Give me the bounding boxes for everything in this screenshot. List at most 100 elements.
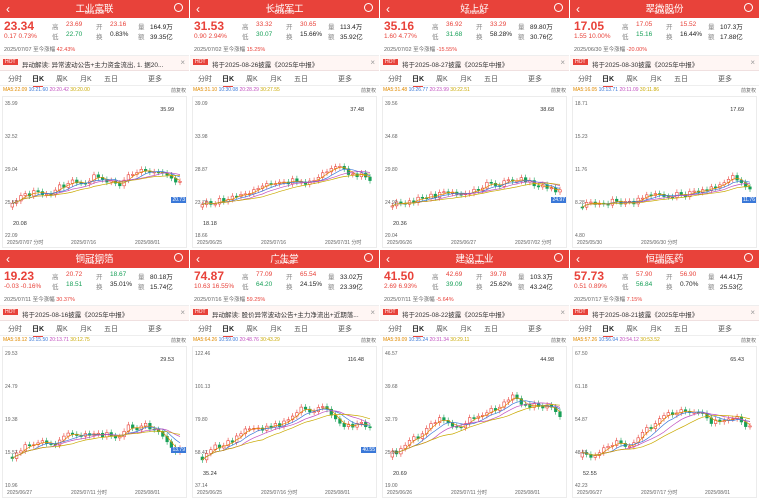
quote-area: 23.34 0.17 0.73% 高 23.69 开 23.16 量 164.9… [4, 19, 173, 41]
search-icon[interactable] [554, 3, 563, 12]
adjust-mode[interactable]: 前复权 [550, 338, 566, 344]
kline-chart[interactable]: 67.50 61.18 54.87 48.55 42.23 65.43 52.55 20… [572, 346, 757, 498]
tab-3[interactable]: 月K [460, 326, 472, 333]
adjust-mode[interactable]: 前复权 [550, 88, 566, 94]
stock-code: 603123 [654, 10, 675, 16]
close-icon[interactable]: × [750, 308, 755, 317]
tab-4[interactable]: 五日 [104, 326, 118, 333]
tab-4[interactable]: 五日 [674, 326, 688, 333]
announcement-banner[interactable]: HOT 将于2025-08-16披露《2025年中报》 × [0, 306, 189, 321]
tab-5[interactable]: 更多 [528, 76, 542, 83]
back-arrow-icon[interactable]: ‹ [576, 2, 580, 16]
tab-5[interactable]: 更多 [528, 326, 542, 333]
kline-chart[interactable]: 122.46 101.13 79.80 58.47 37.14 116.48 35.24… [192, 346, 377, 498]
adjust-mode[interactable]: 前复权 [360, 88, 376, 94]
tab-0[interactable]: 分时 [388, 326, 402, 333]
back-arrow-icon[interactable]: ‹ [386, 252, 390, 266]
tab-0[interactable]: 分时 [198, 326, 212, 333]
tab-2[interactable]: 周K [436, 326, 448, 333]
search-icon[interactable] [744, 253, 753, 262]
search-icon[interactable] [174, 3, 183, 12]
close-icon[interactable]: × [370, 58, 375, 67]
tab-2[interactable]: 周K [56, 76, 68, 83]
tab-3[interactable]: 月K [270, 76, 282, 83]
tab-1[interactable]: 日K [602, 326, 615, 337]
tab-1[interactable]: 日K [412, 326, 425, 337]
tab-4[interactable]: 五日 [104, 76, 118, 83]
tab-1[interactable]: 日K [32, 326, 45, 337]
tab-1[interactable]: 日K [222, 326, 235, 337]
tab-2[interactable]: 周K [626, 76, 638, 83]
kline-chart[interactable]: 35.99 32.52 29.04 25.57 22.09 35.99 20.08 20… [2, 96, 187, 248]
announcement-banner[interactable]: HOT 异动解读: 异常波动公告+主力资金流出, 1. 据20... × [0, 56, 189, 71]
tab-5[interactable]: 更多 [148, 76, 162, 83]
search-icon[interactable] [744, 3, 753, 12]
tab-3[interactable]: 月K [650, 326, 662, 333]
tab-1[interactable]: 日K [222, 76, 235, 87]
tab-2[interactable]: 周K [56, 326, 68, 333]
tab-2[interactable]: 周K [626, 326, 638, 333]
close-icon[interactable]: × [180, 58, 185, 67]
close-icon[interactable]: × [180, 308, 185, 317]
back-arrow-icon[interactable]: ‹ [196, 2, 200, 16]
tab-1[interactable]: 日K [32, 76, 45, 87]
search-icon[interactable] [364, 253, 373, 262]
announcement-banner[interactable]: HOT 异动解读: 股价异常波动公告+主力净流出+近期落... × [190, 306, 379, 321]
announcement-banner[interactable]: HOT 将于2025-08-30披露《2025年中报》 × [570, 56, 759, 71]
announcement-banner[interactable]: HOT 将于2025-08-21披露《2025年中报》 × [570, 306, 759, 321]
tab-5[interactable]: 更多 [338, 326, 352, 333]
announcement-banner[interactable]: HOT 将于2025-08-22披露《2025年中报》 × [380, 306, 569, 321]
kline-chart[interactable]: 29.53 24.79 19.38 15.57 10.96 29.53 13.79 20… [2, 346, 187, 498]
candle [649, 427, 653, 429]
tab-0[interactable]: 分时 [388, 76, 402, 83]
back-arrow-icon[interactable]: ‹ [6, 2, 10, 16]
tab-4[interactable]: 五日 [294, 326, 308, 333]
adjust-mode[interactable]: 前复权 [740, 338, 756, 344]
adjust-mode[interactable]: 前复权 [360, 338, 376, 344]
tab-5[interactable]: 更多 [718, 326, 732, 333]
tab-5[interactable]: 更多 [338, 76, 352, 83]
tab-5[interactable]: 更多 [718, 76, 732, 83]
tab-4[interactable]: 五日 [674, 76, 688, 83]
kline-chart[interactable]: 39.56 34.68 29.80 24.92 20.04 38.68 20.36 24… [382, 96, 567, 248]
adjust-mode[interactable]: 前复权 [740, 88, 756, 94]
tab-0[interactable]: 分时 [8, 76, 22, 83]
tab-2[interactable]: 周K [436, 76, 448, 83]
tab-1[interactable]: 日K [412, 76, 425, 87]
search-icon[interactable] [174, 253, 183, 262]
tab-3[interactable]: 月K [460, 76, 472, 83]
tab-0[interactable]: 分时 [198, 76, 212, 83]
tab-2[interactable]: 周K [246, 326, 258, 333]
tab-5[interactable]: 更多 [148, 326, 162, 333]
close-icon[interactable]: × [370, 308, 375, 317]
search-icon[interactable] [554, 253, 563, 262]
tab-1[interactable]: 日K [602, 76, 615, 87]
adjust-mode[interactable]: 前复权 [170, 88, 186, 94]
tab-4[interactable]: 五日 [484, 76, 498, 83]
banner-text: 将于2025-08-30披露《2025年中报》 [592, 62, 699, 69]
tab-3[interactable]: 月K [80, 76, 92, 83]
back-arrow-icon[interactable]: ‹ [6, 252, 10, 266]
back-arrow-icon[interactable]: ‹ [196, 252, 200, 266]
close-icon[interactable]: × [560, 308, 565, 317]
tab-0[interactable]: 分时 [8, 326, 22, 333]
kline-chart[interactable]: 39.09 33.98 28.87 23.77 18.66 37.48 18.18 20… [192, 96, 377, 248]
back-arrow-icon[interactable]: ‹ [576, 252, 580, 266]
tab-4[interactable]: 五日 [484, 326, 498, 333]
close-icon[interactable]: × [750, 58, 755, 67]
tab-3[interactable]: 月K [650, 76, 662, 83]
tab-0[interactable]: 分时 [578, 76, 592, 83]
tab-2[interactable]: 周K [246, 76, 258, 83]
kline-chart[interactable]: 18.71 15.23 11.76 8.28 4.80 17.69 11.76 2025… [572, 96, 757, 248]
tab-3[interactable]: 月K [270, 326, 282, 333]
announcement-banner[interactable]: HOT 将于2025-08-26披露《2025年中报》 × [190, 56, 379, 71]
close-icon[interactable]: × [560, 58, 565, 67]
tab-3[interactable]: 月K [80, 326, 92, 333]
tab-4[interactable]: 五日 [294, 76, 308, 83]
adjust-mode[interactable]: 前复权 [170, 338, 186, 344]
search-icon[interactable] [364, 3, 373, 12]
kline-chart[interactable]: 46.57 39.68 32.79 25.89 19.00 44.98 20.69 20… [382, 346, 567, 498]
back-arrow-icon[interactable]: ‹ [386, 2, 390, 16]
tab-0[interactable]: 分时 [578, 326, 592, 333]
announcement-banner[interactable]: HOT 将于2025-08-27披露《2025年中报》 × [380, 56, 569, 71]
